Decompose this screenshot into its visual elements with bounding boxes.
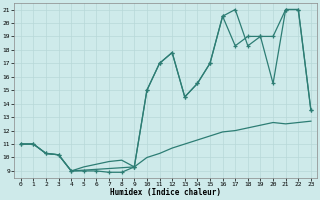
X-axis label: Humidex (Indice chaleur): Humidex (Indice chaleur) bbox=[110, 188, 221, 197]
